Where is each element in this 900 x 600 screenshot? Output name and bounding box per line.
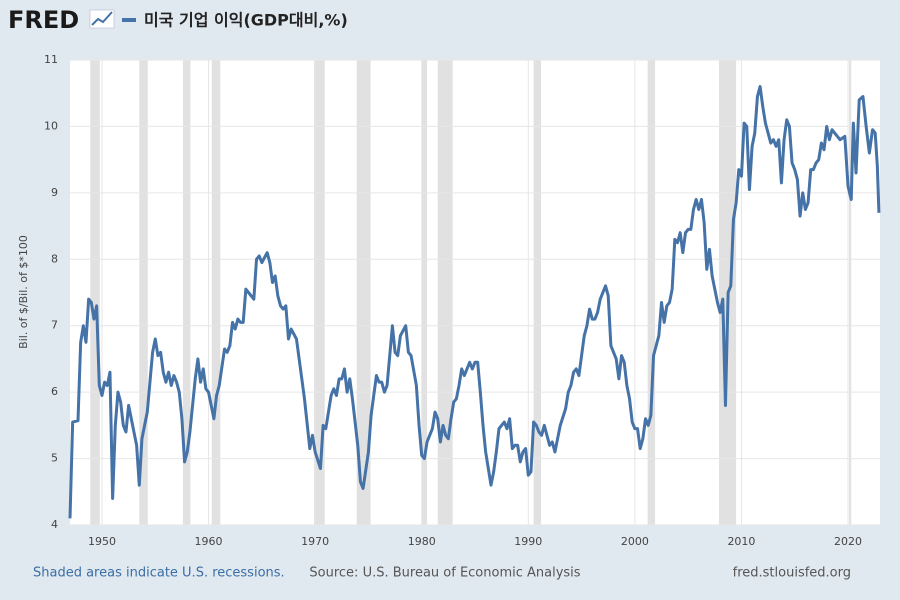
y-axis-label: Bil. of $/Bil. of $*100 [17, 235, 30, 349]
y-tick-label: 5 [51, 452, 58, 465]
y-tick-label: 7 [51, 319, 58, 332]
x-tick-label: 2000 [621, 535, 649, 548]
recession-band [437, 60, 453, 525]
x-tick-label: 1980 [408, 535, 436, 548]
y-tick-label: 10 [44, 119, 58, 132]
x-tick-label: 1970 [301, 535, 329, 548]
x-tick-label: 2010 [727, 535, 755, 548]
recession-band [421, 60, 428, 525]
x-tick-label: 1960 [195, 535, 223, 548]
footer-url: fred.stlouisfed.org [733, 566, 851, 581]
y-tick-label: 11 [44, 53, 58, 66]
legend-label: 미국 기업 이익(GDP대비,%) [144, 11, 348, 30]
recession-band [647, 60, 656, 525]
logo-icon [89, 9, 115, 29]
recession-band [182, 60, 191, 525]
recession-band [90, 60, 100, 525]
recession-band [211, 60, 221, 525]
y-tick-label: 8 [51, 252, 58, 265]
recession-band [849, 60, 852, 525]
series-line [68, 85, 881, 519]
recession-band [533, 60, 542, 525]
y-tick-label: 9 [51, 186, 58, 199]
recession-band [356, 60, 371, 525]
x-tick-label: 2020 [834, 535, 862, 548]
logo: FRED [8, 6, 79, 34]
x-tick-label: 1950 [88, 535, 116, 548]
footer-note: Shaded areas indicate U.S. recessions. [33, 566, 285, 581]
plot-area [70, 60, 880, 525]
x-tick-label: 1990 [514, 535, 542, 548]
y-tick-label: 4 [51, 518, 58, 531]
recession-band [139, 60, 148, 525]
footer-source: Source: U.S. Bureau of Economic Analysis [309, 566, 580, 581]
y-tick-label: 6 [51, 385, 58, 398]
recession-band [314, 60, 325, 525]
